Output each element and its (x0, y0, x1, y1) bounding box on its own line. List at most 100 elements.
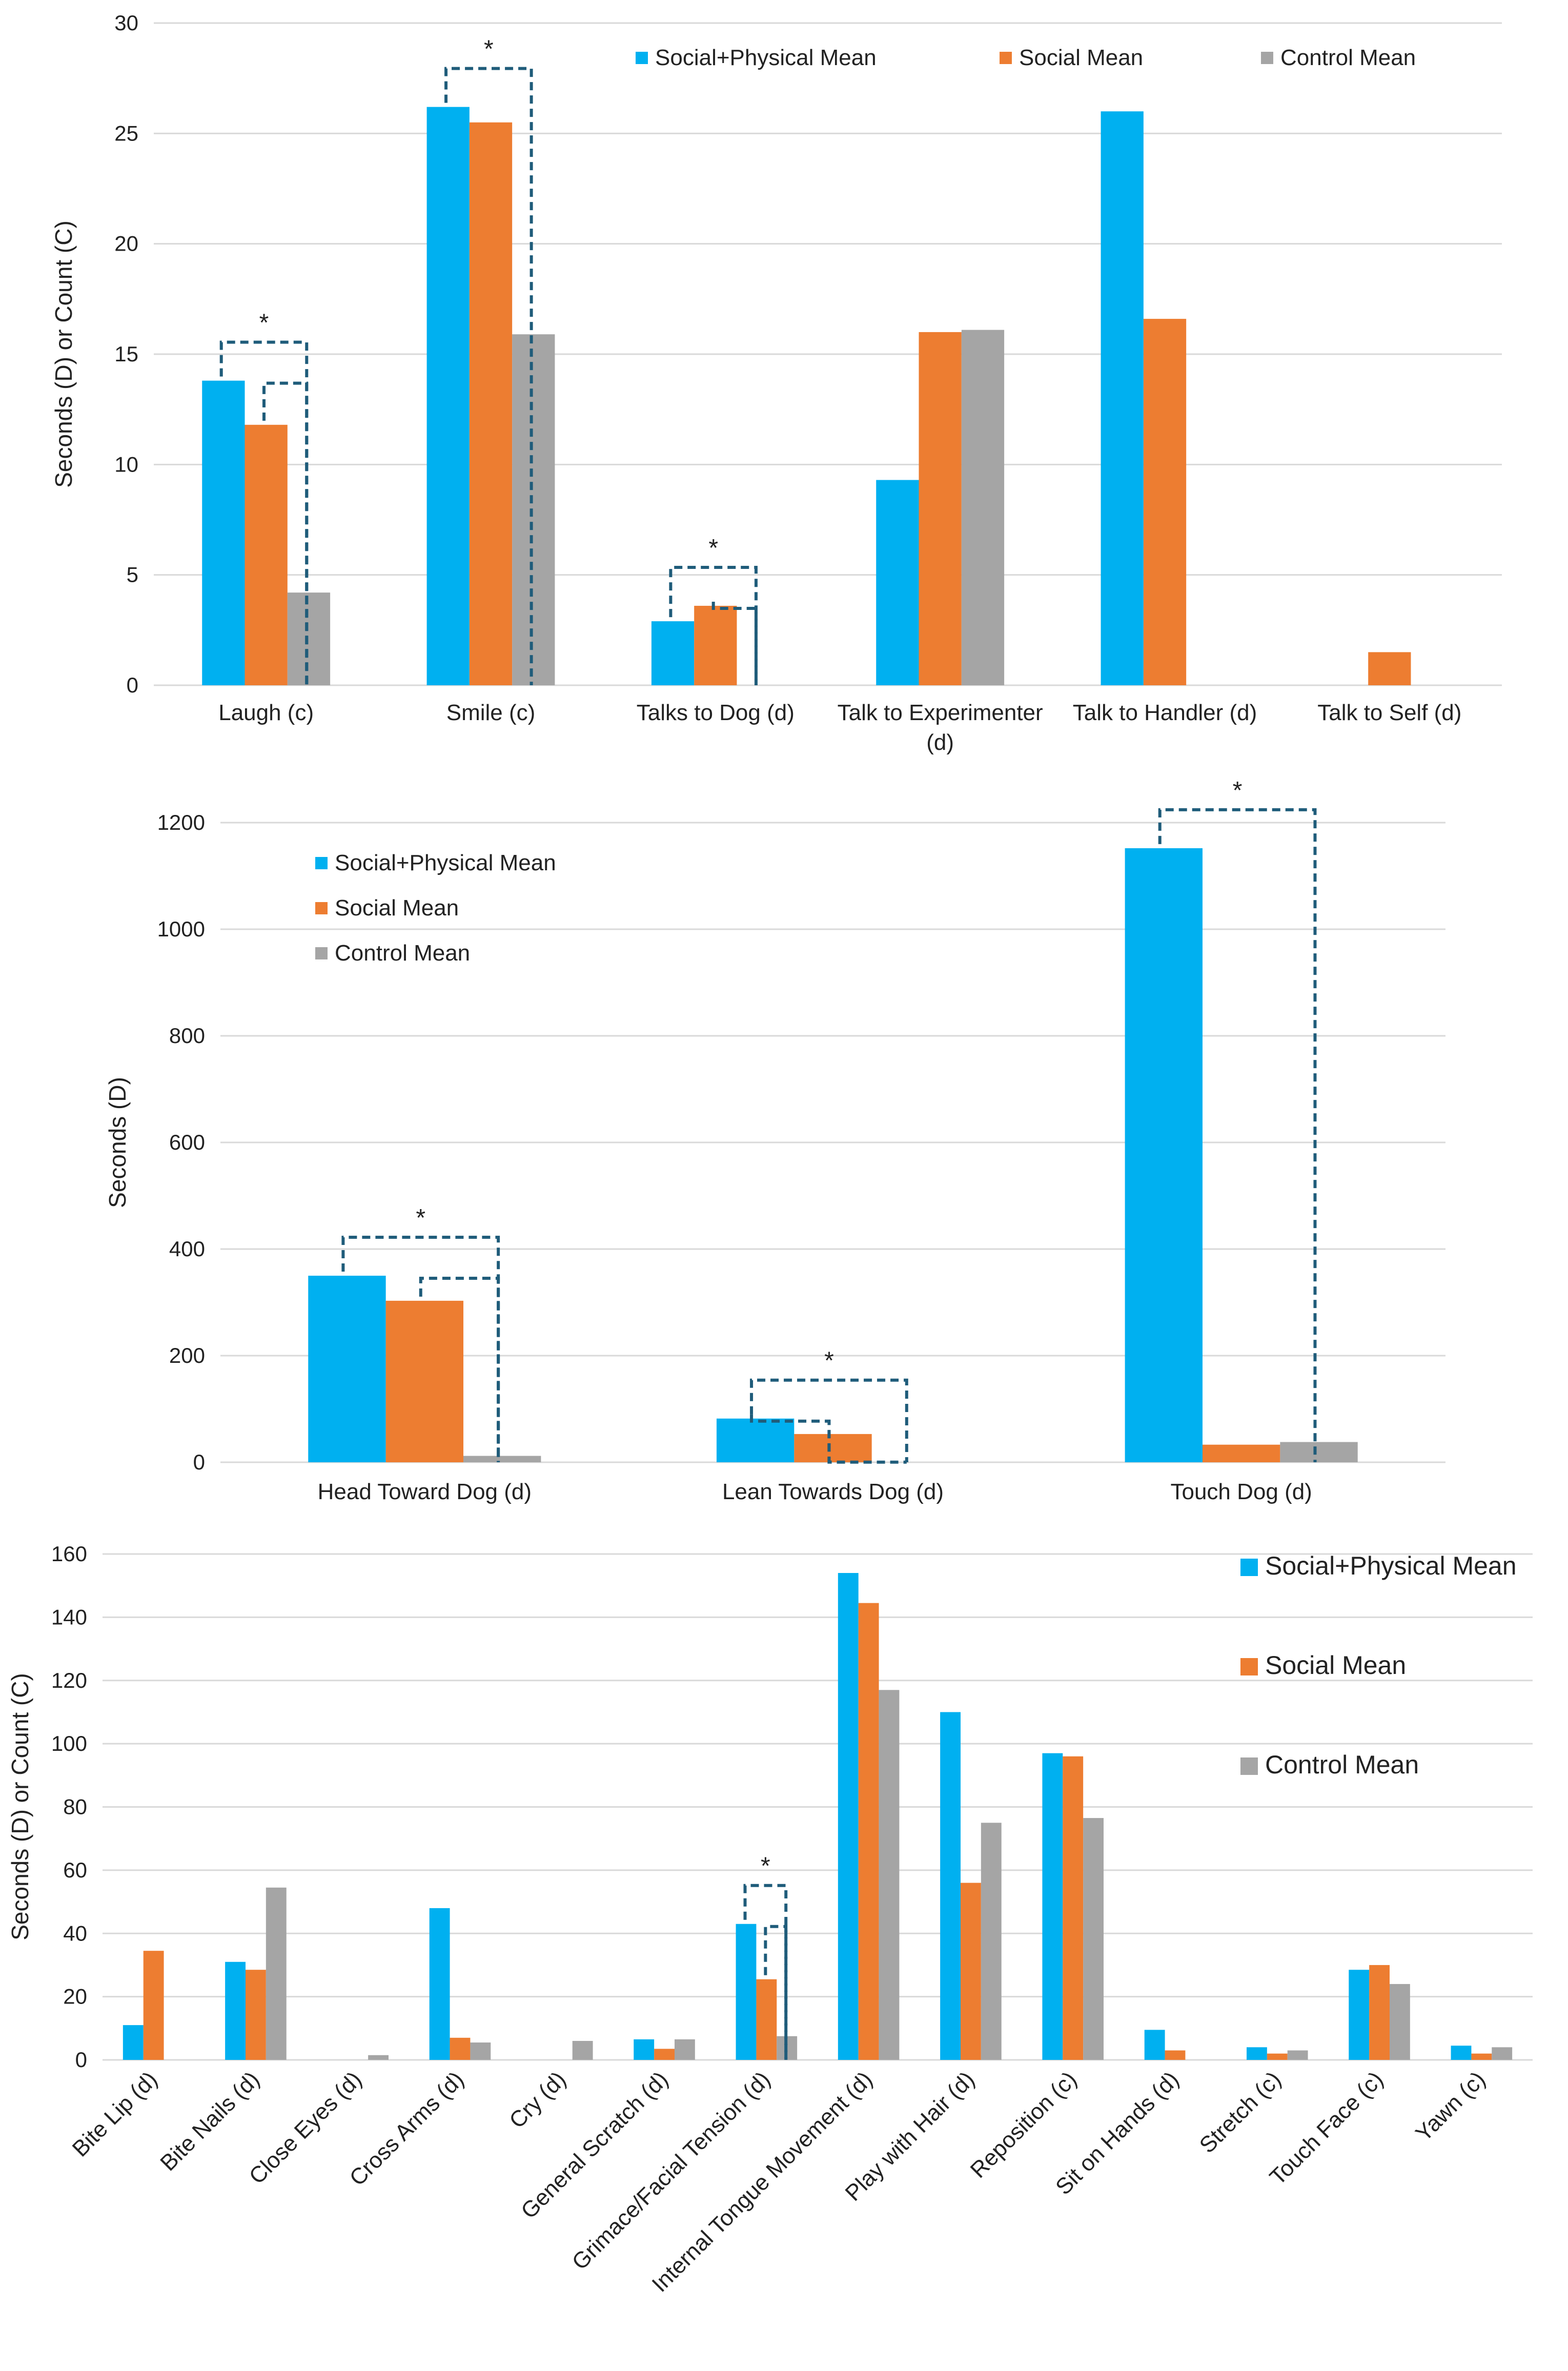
bar-social-mean-laugh-c (245, 424, 288, 685)
significance-star: * (259, 310, 269, 337)
bar-control-mean-touch-face-c (1390, 1984, 1410, 2060)
bar-social-mean-reposition-c (1063, 1756, 1084, 2060)
bar-social-physical-mean-stretch-c (1247, 2047, 1267, 2060)
bar-control-mean-head-toward-dog-d (463, 1456, 541, 1462)
significance-bracket (764, 1925, 788, 2060)
bar-social-mean-yawn-c (1471, 2053, 1492, 2060)
bar-control-mean-yawn-c (1492, 2047, 1513, 2060)
y-tick-label: 120 (51, 1668, 87, 1692)
y-tick-label: 60 (63, 1858, 87, 1882)
bar-social-mean-talk-to-experimenter-d (919, 332, 962, 685)
bar-social-mean-general-scratch-d (654, 2049, 675, 2060)
bar-social-mean-smile-c (469, 122, 513, 685)
chart-panel-top: 0 5 10 15 20 25 30 Seconds (D) or Count (C) Laug… (50, 11, 1502, 755)
bar-social-mean-internal-tongue-movement-d (858, 1603, 879, 2060)
category-label: Head Toward Dog (d) (318, 1479, 532, 1504)
y-tick-label: 1200 (157, 810, 205, 834)
y-tick-label: 100 (51, 1731, 87, 1755)
bar-social-physical-mean-sit-on-hands-d (1144, 2030, 1165, 2060)
y-axis-title: Seconds (D) (104, 1077, 131, 1208)
legend-label-control-mean: Control Mean (1265, 1750, 1419, 1779)
bar-social-physical-mean-grimace-facial-tension-d (736, 1924, 757, 2060)
chart-panel-middle: 0 200 400 600 800 1000 1200 Seconds (D) Head Tow… (104, 777, 1445, 1504)
significance-star: * (1233, 777, 1243, 804)
bar-control-mean-reposition-c (1083, 1818, 1104, 2060)
legend-label-control-mean: Control Mean (335, 941, 470, 966)
category-label: Bite Nails (d) (155, 2067, 264, 2176)
chart-panel-bottom: 0 20 40 60 80 100 120 140 160 Seconds (D) or Coun… (7, 1542, 1533, 2297)
bar-social-physical-mean-touch-dog-d (1125, 848, 1203, 1462)
category-label: Stretch (c) (1195, 2067, 1286, 2158)
category-label: Yawn (c) (1411, 2067, 1490, 2146)
significance-bracket (743, 1884, 788, 2060)
legend-swatch-control-mean (1240, 1757, 1258, 1775)
significance-bracket (419, 1277, 500, 1462)
bar-social-mean-cross-arms-d (450, 2037, 471, 2060)
y-tick-label: 800 (169, 1024, 205, 1048)
bar-social-physical-mean-yawn-c (1451, 2046, 1472, 2060)
category-label: Cry (d) (504, 2067, 571, 2133)
category-label: Touch Dog (d) (1170, 1479, 1312, 1504)
bar-social-physical-mean-talk-to-handler-d (1101, 111, 1144, 686)
y-axis-title: Seconds (D) or Count (C) (50, 220, 77, 488)
y-tick-label: 25 (114, 121, 138, 145)
bar-control-mean-laugh-c (287, 592, 331, 685)
legend-swatch-social-mean (315, 902, 328, 914)
y-tick-label: 0 (127, 673, 138, 697)
bar-social-mean-stretch-c (1267, 2053, 1288, 2060)
category-label: Internal Tongue Movement (d) (647, 2067, 878, 2297)
y-tick-label: 140 (51, 1605, 87, 1629)
legend-label-social-mean: Social Mean (335, 895, 459, 921)
bar-social-physical-mean-head-toward-dog-d (308, 1276, 386, 1462)
y-tick-label: 400 (169, 1237, 205, 1261)
y-tick-label: 5 (127, 563, 138, 587)
category-label: Talk to Experimenter (d) (838, 700, 1043, 755)
bar-control-mean-bite-nails-d (266, 1887, 287, 2060)
significance-bracket (1158, 808, 1317, 1462)
bar-control-mean-talk-to-experimenter-d (961, 330, 1005, 685)
bar-social-mean-sit-on-hands-d (1165, 2050, 1186, 2060)
y-tick-label: 20 (63, 1985, 87, 2009)
bar-social-mean-talks-to-dog-d (694, 605, 737, 685)
significance-bracket (444, 67, 533, 685)
y-tick-label: 600 (169, 1130, 205, 1154)
legend-label-social-physical-mean: Social+Physical Mean (1265, 1551, 1517, 1580)
legend-label-social-mean: Social Mean (1265, 1651, 1406, 1680)
bar-social-physical-mean-internal-tongue-movement-d (838, 1573, 859, 2060)
bar-social-mean-touch-dog-d (1202, 1444, 1280, 1462)
bar-social-mean-touch-face-c (1369, 1965, 1390, 2060)
y-tick-label: 1000 (157, 917, 205, 941)
y-tick-label: 40 (63, 1921, 87, 1945)
bar-social-physical-mean-lean-towards-dog-d (716, 1418, 795, 1462)
bar-social-mean-talk-to-self-d (1368, 652, 1411, 685)
bar-social-physical-mean-bite-lip-d (123, 2025, 144, 2060)
bar-social-mean-grimace-facial-tension-d (756, 1979, 777, 2060)
y-tick-label: 10 (114, 452, 138, 476)
significance-bracket (341, 1236, 500, 1462)
bar-social-physical-mean-laugh-c (202, 380, 245, 685)
bar-control-mean-touch-dog-d (1280, 1442, 1358, 1462)
legend-swatch-social-physical-mean (315, 857, 328, 869)
bar-control-mean-play-with-hair-d (981, 1823, 1002, 2060)
legend-swatch-social-mean (1000, 52, 1012, 64)
category-label: Talks to Dog (d) (637, 700, 795, 725)
bar-control-mean-internal-tongue-movement-d (879, 1690, 900, 2060)
significance-star: * (761, 1853, 770, 1880)
bar-social-physical-mean-bite-nails-d (225, 1961, 246, 2060)
bar-control-mean-stretch-c (1287, 2050, 1308, 2060)
y-tick-label: 15 (114, 342, 138, 366)
bar-social-physical-mean-general-scratch-d (634, 2039, 655, 2060)
y-tick-label: 80 (63, 1795, 87, 1819)
bar-control-mean-cross-arms-d (470, 2042, 491, 2060)
bar-social-mean-talk-to-handler-d (1143, 319, 1187, 685)
y-tick-label: 0 (193, 1450, 205, 1474)
category-label: Lean Towards Dog (d) (722, 1479, 944, 1504)
significance-bracket (262, 381, 309, 685)
significance-bracket (827, 1429, 908, 1464)
category-label: Talk to Handler (d) (1073, 700, 1257, 725)
bar-social-physical-mean-talk-to-experimenter-d (876, 480, 919, 685)
bar-social-mean-bite-lip-d (143, 1951, 164, 2060)
y-tick-label: 20 (114, 232, 138, 256)
y-axis-title: Seconds (D) or Count (C) (7, 1673, 33, 1940)
